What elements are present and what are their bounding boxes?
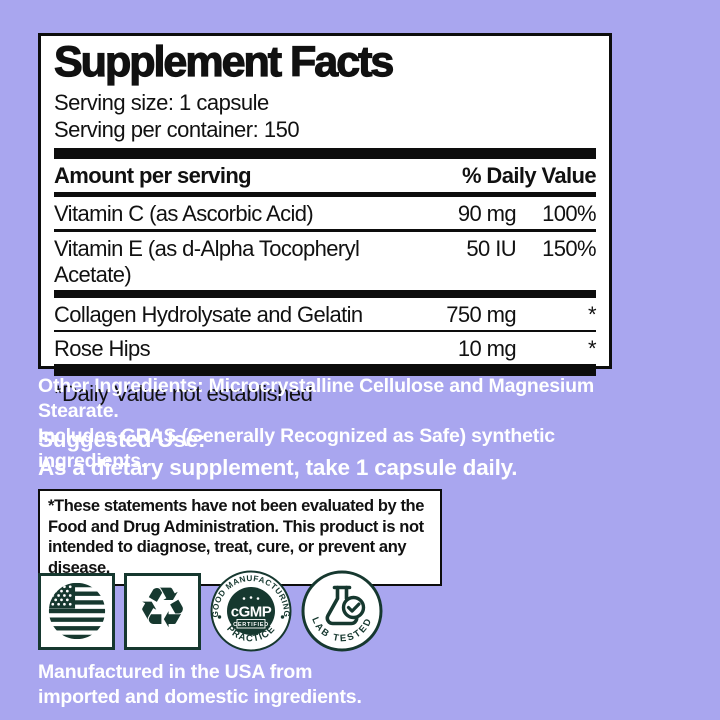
table-row: Vitamin C (as Ascorbic Acid) 90 mg 100% [54,197,597,229]
nutrient-amount: 750 mg [446,301,516,327]
nutrient-amount: 50 IU [466,235,516,261]
nutrient-dv: * [588,336,597,361]
divider-thin [54,329,596,332]
nutrient-name: Vitamin E (as d-Alpha Tocopheryl Acetate… [54,235,360,287]
manufactured-line2: imported and domestic ingredients. [38,686,362,708]
table-row: Rose Hips 10 mg * [54,332,597,364]
other-ingredients: Other Ingredients: Microcrystalline Cell… [38,374,608,474]
daily-value-footnote: *Daily Value not established [54,381,313,406]
divider-thick [54,289,596,298]
divider-thick [54,364,596,376]
other-ingredients-line2: Includes GRAS (Generally Recognized as S… [38,425,555,472]
cgmp-certified-text: CERTIFIED [233,622,269,628]
usa-flag-icon [48,582,105,640]
manufactured-note: Manufactured in the USA from imported an… [38,660,538,710]
suggested-use-text: As a dietary supplement, take 1 capsule … [38,454,518,480]
nutrient-dv: * [588,301,597,327]
suggested-use: Suggested Use: As a dietary supplement, … [38,426,608,481]
suggested-use-label: Suggested Use: [38,427,206,452]
nutrient-dv: 150% [542,235,596,261]
cgmp-seal-icon: GOOD MANUFACTURING PRACTICE cGMP CERTIFI… [210,570,292,652]
cgmp-center-text: cGMP [231,604,272,621]
table-row: Vitamin E (as d-Alpha Tocopheryl Acetate… [54,232,597,290]
divider-thin [54,229,596,232]
certification-badges: ♻ GOOD MANUFACTURING PRACTICE cGMP CERTI [38,570,383,652]
table-header: Amount per serving % Daily Value [54,159,597,192]
divider-thick [54,148,596,159]
other-ingredients-line1: Other Ingredients: Microcrystalline Cell… [38,375,594,422]
table-row: Collagen Hydrolysate and Gelatin 750 mg … [54,298,597,330]
serving-size: Serving size: 1 capsule [54,90,269,115]
col-daily-value: % Daily Value [461,163,597,188]
col-amount-per-serving: Amount per serving [54,163,252,188]
nutrient-amount: 10 mg [457,336,517,361]
supplement-facts-panel: Supplement Facts Serving size: 1 capsule… [38,33,612,406]
nutrient-amount: 90 mg [457,201,517,226]
nutrient-name: Rose Hips [54,336,151,361]
usa-flag-badge [38,572,115,650]
fda-disclaimer-box: *These statements have not been evaluate… [38,489,442,586]
lab-tested-seal-icon: LAB TESTED [301,570,383,652]
recycle-badge: ♻ [124,572,201,650]
servings-per-container: Serving per container: 150 [54,117,300,142]
divider-medium [54,192,596,197]
recycle-icon: ♻ [137,576,188,641]
fda-disclaimer-text: *These statements have not been evaluate… [48,497,425,577]
nutrient-name: Vitamin C (as Ascorbic Acid) [54,201,314,226]
nutrient-name: Collagen Hydrolysate and Gelatin [54,301,363,327]
panel-title: Supplement Facts [53,38,395,86]
manufactured-line1: Manufactured in the USA from [38,661,313,683]
nutrient-dv: 100% [542,201,596,226]
